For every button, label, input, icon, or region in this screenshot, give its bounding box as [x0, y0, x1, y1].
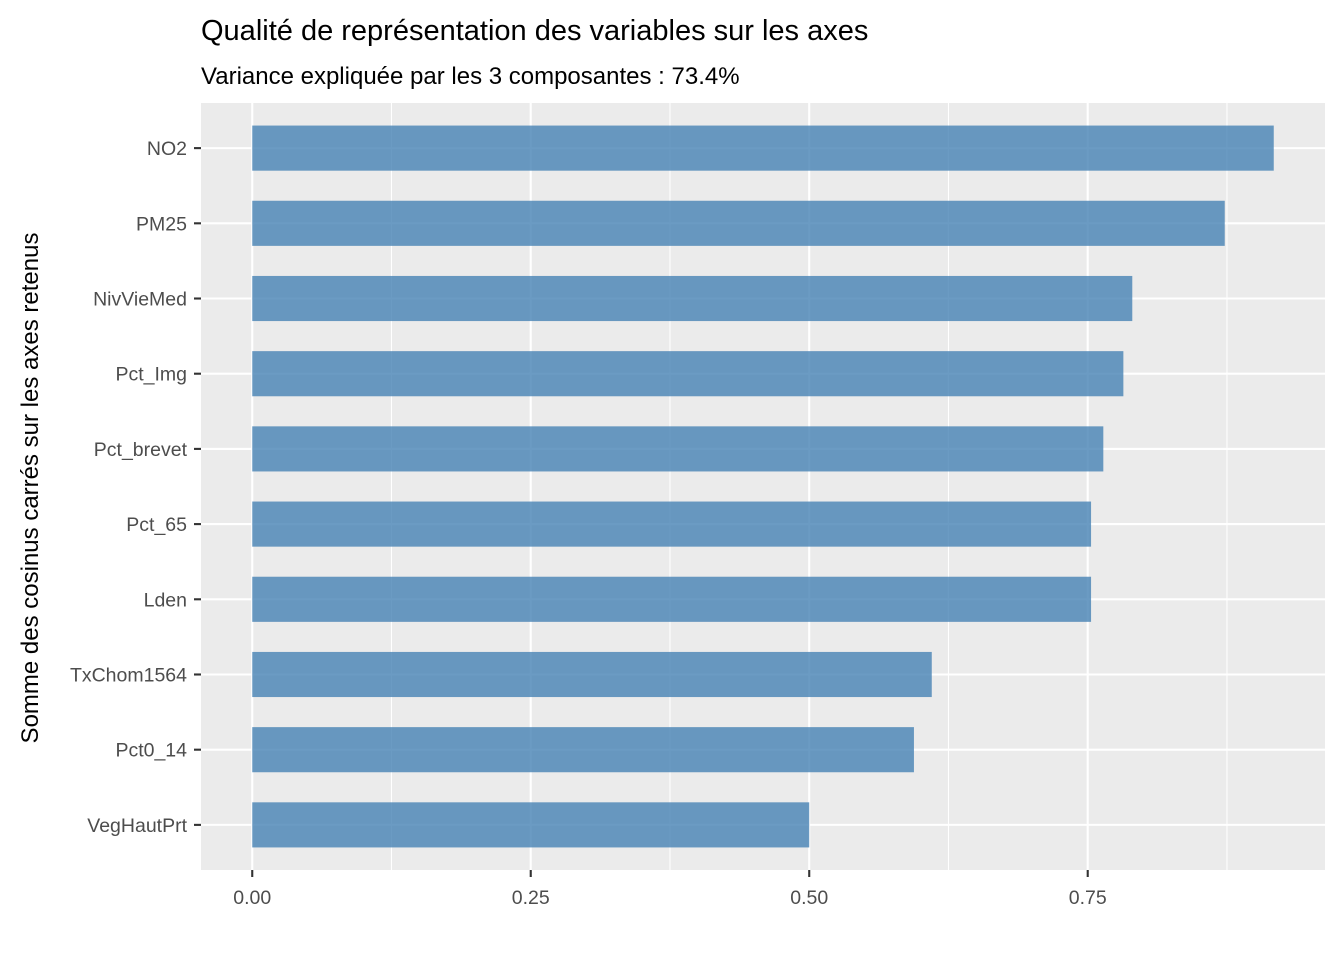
x-axis: 0.00 0.25 0.50 0.75 — [233, 870, 1107, 909]
y-tick-label: TxChom1564 — [70, 664, 187, 686]
bar-pct-img — [252, 351, 1124, 397]
y-tick-label: Pct_brevet — [94, 439, 188, 461]
y-tick-label: NivVieMed — [93, 289, 187, 311]
chart-subtitle: Variance expliquée par les 3 composantes… — [201, 63, 740, 90]
y-tick-label: Pct_65 — [126, 514, 187, 536]
bar-veghautprt — [252, 802, 810, 848]
y-tick-label: VegHautPrt — [87, 815, 187, 837]
x-tick-label: 0.75 — [1069, 887, 1107, 909]
bar-pct0-14 — [252, 727, 914, 773]
y-tick-label: Lden — [144, 589, 187, 611]
y-axis-label: Somme des cosinus carrés sur les axes re… — [17, 233, 44, 744]
x-tick-label: 0.50 — [790, 887, 828, 909]
chart-title: Qualité de représentation des variables … — [201, 15, 868, 47]
bar-pct-65 — [252, 501, 1092, 547]
x-tick-label: 0.25 — [512, 887, 550, 909]
y-tick-label: Pct0_14 — [115, 740, 187, 762]
bars — [252, 125, 1274, 848]
bar-txchom1564 — [252, 651, 932, 698]
x-tick-label: 0.00 — [233, 887, 271, 909]
bar-lden — [252, 576, 1092, 622]
y-tick-label: Pct_Img — [115, 364, 187, 386]
y-tick-label: NO2 — [147, 138, 187, 160]
bar-pm25 — [252, 200, 1225, 246]
y-tick-label: PM25 — [136, 213, 187, 235]
bar-pct-brevet — [252, 426, 1104, 472]
y-axis: NO2 PM25 NivVieMed Pct_Img Pct_brevet Pct_65 L… — [70, 138, 201, 837]
bar-no2 — [252, 125, 1274, 171]
bar-nivviemed — [252, 275, 1133, 322]
